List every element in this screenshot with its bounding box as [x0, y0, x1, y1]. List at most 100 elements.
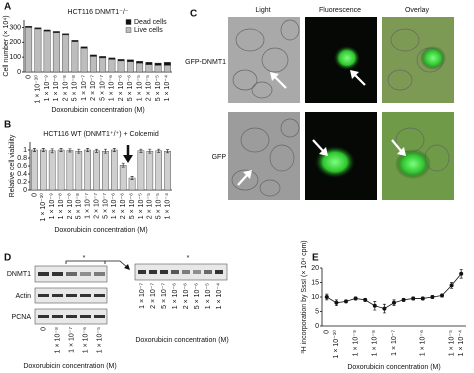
- x-tick-label: 5 × 10⁻⁵: [156, 193, 163, 219]
- bar: [117, 60, 125, 73]
- error-bar: [121, 162, 125, 168]
- error-bar: [95, 148, 99, 153]
- y-axis-label: Cell number (× 10⁴): [3, 15, 10, 76]
- bar: [34, 28, 42, 73]
- error-bar: [139, 148, 143, 153]
- lane-label: 5 × 10⁻⁷: [161, 283, 168, 309]
- y-tick-label: 10: [311, 294, 319, 301]
- legend-label: Live cells: [134, 27, 163, 34]
- y-tick-label: 200: [9, 39, 21, 46]
- bar: [154, 65, 162, 73]
- y-tick-label: 20: [311, 265, 319, 272]
- bar: [136, 61, 144, 64]
- bar: [66, 150, 74, 191]
- x-tick-label: 1 × 10⁻⁴: [458, 330, 465, 356]
- chart-title: HCT116 WT (DNMT1⁺/⁺) + Colcemid: [43, 131, 159, 138]
- error-bar: [157, 148, 161, 153]
- x-tick-label: 2 × 10⁻⁷: [93, 193, 100, 219]
- bar: [108, 59, 116, 73]
- point: [382, 306, 387, 311]
- x-tick-label: 2 × 10⁻⁵: [146, 75, 153, 101]
- x-axis-label: Doxorubicin concentration (M): [54, 227, 147, 234]
- bar: [71, 40, 79, 42]
- fluorescent-cell: [395, 149, 431, 179]
- western-blot: DNMT1 Actin PCNA * * Doxorubicin concent…: [7, 255, 229, 370]
- x-tick-label: 1 × 10⁻¹⁰: [39, 193, 47, 222]
- point: [363, 297, 368, 302]
- bar: [99, 57, 107, 73]
- x-axis-label: Doxorubicin concentration (M): [23, 363, 116, 370]
- column-label: Fluorescence: [319, 7, 361, 14]
- x-tick-label: 5 × 10⁻⁷: [102, 193, 109, 219]
- error-bar: [112, 148, 116, 152]
- bar: [126, 59, 134, 62]
- column-label: Overlay: [405, 7, 430, 14]
- x-tick-label: 1 × 10⁻¹⁰: [332, 330, 340, 359]
- bar: [93, 150, 100, 191]
- x-tick-label: 1 × 10⁻⁴: [164, 75, 171, 101]
- bar: [80, 46, 88, 49]
- x-tick-label: 1 × 10⁻⁹: [44, 75, 51, 101]
- bar: [111, 149, 118, 191]
- x-tick-label: 1 × 10⁻⁷: [85, 193, 92, 219]
- bar: [155, 150, 162, 191]
- bar: [40, 149, 47, 191]
- lane-label: 1 × 10⁻⁶: [172, 283, 179, 309]
- y-tick-label: 0.2: [17, 179, 27, 186]
- point: [430, 295, 435, 299]
- arrow-head: [123, 155, 133, 163]
- bar: [89, 54, 97, 57]
- bar: [108, 57, 116, 60]
- lane-label: 1 × 10⁻⁸: [54, 327, 61, 353]
- y-tick-label: 300: [9, 24, 21, 31]
- x-tick-label: 5 × 10⁻⁸: [72, 75, 79, 101]
- bar: [145, 62, 153, 65]
- x-axis-label: Doxorubicin concentration (M): [51, 107, 144, 114]
- x-tick-label: 1 × 10⁻⁸: [58, 193, 65, 219]
- bar: [89, 56, 97, 73]
- error-bar: [59, 148, 63, 152]
- error-bar: [77, 148, 81, 154]
- point: [420, 296, 425, 301]
- x-tick-label: 2 × 10⁻⁸: [62, 75, 69, 101]
- lane-label: 1 × 10⁻⁵: [96, 327, 103, 353]
- error-bar: [41, 148, 45, 152]
- legend-swatch: [125, 27, 132, 33]
- chart-title: HCT116 DNMT1⁻/⁻: [68, 9, 129, 16]
- x-tick-label: 1 × 10⁻⁸: [372, 330, 379, 356]
- bands: [138, 270, 223, 274]
- y-tick-label: 15: [311, 279, 319, 286]
- x-tick-label: 1 × 10⁻⁵: [136, 75, 143, 101]
- lane-label: 1 × 10⁻⁷: [139, 283, 146, 309]
- point: [459, 271, 464, 276]
- error-bar: [130, 176, 134, 180]
- point: [449, 283, 454, 288]
- bar: [102, 150, 109, 191]
- point: [353, 296, 358, 301]
- panel-label: A: [4, 2, 11, 13]
- y-tick-label: 0.6: [17, 163, 27, 170]
- point: [324, 295, 329, 299]
- x-tick-label: 1 × 10⁻⁸: [53, 75, 60, 101]
- point: [344, 299, 348, 304]
- fluorescent-cell: [315, 146, 355, 178]
- error-bar: [86, 148, 90, 152]
- lane-label: 2 × 10⁻⁶: [183, 283, 190, 309]
- point: [334, 300, 339, 305]
- error-bar: [148, 148, 152, 154]
- bar: [25, 26, 33, 28]
- lane-label: 0: [40, 327, 47, 331]
- row-label: Actin: [15, 293, 31, 300]
- bar: [146, 150, 154, 191]
- lane-label: 1 × 10⁻⁵: [205, 283, 212, 309]
- bar: [25, 27, 33, 73]
- bar: [137, 150, 145, 191]
- x-tick-label: 1 × 10⁻¹⁰: [34, 75, 42, 104]
- bar: [62, 34, 70, 73]
- light-image: [228, 112, 300, 200]
- x-tick-label: 1 × 10⁻⁶: [420, 330, 427, 356]
- y-tick-label: 5: [315, 308, 319, 315]
- legend-label: Dead cells: [134, 19, 167, 26]
- bar: [57, 149, 65, 191]
